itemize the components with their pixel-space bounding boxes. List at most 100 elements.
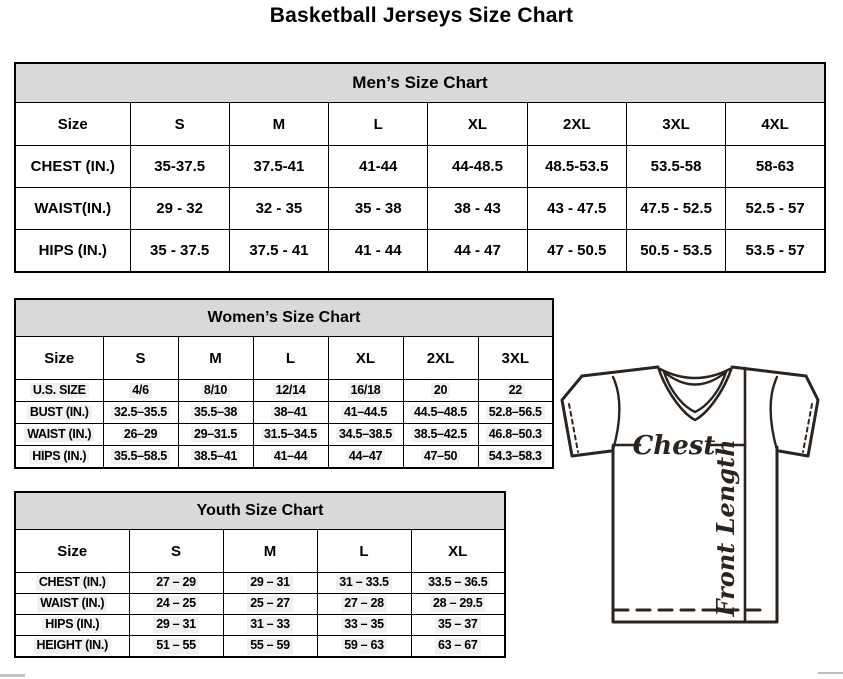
table-row: BUST (IN.) 32.5–35.5 35.5–38 38–41 41–44.5 44… xyxy=(14,401,554,424)
womens-cell-value: 29–31.5 xyxy=(177,423,254,446)
jersey-right-shoulder xyxy=(730,365,808,378)
mens-cell-value: 53.5-58 xyxy=(625,145,727,188)
mens-cell-value: 44-48.5 xyxy=(427,145,528,188)
womens-table: Women’s Size Chart Size S M L XL 2XL 3XL U.S. SI… xyxy=(14,298,554,469)
youth-cell-value: 33.5 – 36.5 xyxy=(410,572,506,594)
page-title: Basketball Jerseys Size Chart xyxy=(269,4,574,27)
table-row: HIPS (IN.) 35.5–58.5 38.5–41 41–44 44–47 47–5… xyxy=(14,445,554,469)
womens-table-title: Women’s Size Chart xyxy=(14,298,554,337)
mens-cell-value: 44 - 47 xyxy=(427,229,528,273)
womens-cell-value: 47–50 xyxy=(402,445,479,469)
youth-cell-value: 29 – 31 xyxy=(222,572,318,594)
womens-cell-value: 44.5–48.5 xyxy=(402,401,479,424)
mens-size-chart-table: Men’s Size Chart Size S M L XL 2XL 3XL 4XL CHEST … xyxy=(14,62,826,273)
jersey-right-armhole-seam xyxy=(769,375,779,452)
youth-cell-value: 25 – 27 xyxy=(222,593,318,615)
jersey-left-sleeve xyxy=(560,374,613,458)
youth-cell-value: 31 – 33 xyxy=(222,614,318,636)
jersey-collar-back-arc-2 xyxy=(662,370,728,386)
mens-cell-value: 50.5 - 53.5 xyxy=(625,229,727,273)
mens-cell-value: 53.5 - 57 xyxy=(725,229,826,273)
youth-cell-value: 31 – 33.5 xyxy=(316,572,412,594)
youth-cell-value: 24 – 25 xyxy=(128,593,224,615)
youth-column-header-xl: XL xyxy=(410,529,506,573)
table-row: WAIST (IN.) 26–29 29–31.5 31.5–34.5 34.5–38.… xyxy=(14,423,554,446)
womens-row-label: BUST (IN.) xyxy=(14,401,104,424)
mens-cell-value: 29 - 32 xyxy=(129,187,230,230)
youth-cell-value: 35 – 37 xyxy=(410,614,506,636)
womens-column-header-l: L xyxy=(252,336,329,380)
chest-label: Chest xyxy=(633,431,716,461)
womens-size-chart-table: Women’s Size Chart Size S M L XL 2XL 3XL U.S. SI… xyxy=(14,298,554,469)
mens-column-header-size: Size xyxy=(14,102,131,146)
table-row: WAIST(IN.) 29 - 32 32 - 35 35 - 38 38 - 43 43… xyxy=(14,187,826,230)
mens-column-header-s: S xyxy=(129,102,230,146)
womens-column-header-2xl: 2XL xyxy=(402,336,479,380)
womens-row-label: HIPS (IN.) xyxy=(14,445,104,469)
mens-cell-value: 35-37.5 xyxy=(129,145,230,188)
youth-cell-value: 29 – 31 xyxy=(128,614,224,636)
youth-row-label: HIPS (IN.) xyxy=(14,614,130,636)
womens-cell-value: 12/14 xyxy=(252,379,329,402)
jersey-body-outline xyxy=(611,445,779,624)
mens-cell-value: 38 - 43 xyxy=(427,187,528,230)
youth-row-label: WAIST (IN.) xyxy=(14,593,130,615)
womens-cell-value: 35.5–58.5 xyxy=(102,445,179,469)
mens-cell-value: 32 - 35 xyxy=(228,187,330,230)
horizontal-scrollbar-fragment-right[interactable] xyxy=(818,672,843,674)
womens-row-label: U.S. SIZE xyxy=(14,379,104,402)
womens-cell-value: 46.8–50.3 xyxy=(477,423,554,446)
mens-column-header-l: L xyxy=(328,102,429,146)
womens-cell-value: 38.5–42.5 xyxy=(402,423,479,446)
womens-cell-value: 22 xyxy=(477,379,554,402)
mens-column-header-xl: XL xyxy=(427,102,528,146)
mens-cell-value: 37.5 - 41 xyxy=(228,229,330,273)
womens-column-header-m: M xyxy=(177,336,254,380)
mens-table: Men’s Size Chart Size S M L XL 2XL 3XL 4XL CHEST … xyxy=(14,62,826,273)
womens-column-header-s: S xyxy=(102,336,179,380)
jersey-collar-inner-v xyxy=(662,370,728,414)
youth-column-header-l: L xyxy=(316,529,412,573)
mens-cell-value: 41-44 xyxy=(328,145,429,188)
mens-column-header-4xl: 4XL xyxy=(725,102,826,146)
womens-cell-value: 52.8–56.5 xyxy=(477,401,554,424)
jersey-left-shoulder xyxy=(580,365,660,378)
womens-column-header-xl: XL xyxy=(327,336,404,380)
womens-cell-value: 31.5–34.5 xyxy=(252,423,329,446)
mens-cell-value: 48.5-53.5 xyxy=(526,145,627,188)
mens-cell-value: 43 - 47.5 xyxy=(526,187,627,230)
jersey-right-cuff-stitch xyxy=(802,403,813,453)
mens-cell-value: 41 - 44 xyxy=(328,229,429,273)
jersey-right-sleeve xyxy=(777,374,820,458)
table-row: CHEST (IN.) 27 – 29 29 – 31 31 – 33.5 33.5 –… xyxy=(14,572,506,594)
womens-cell-value: 20 xyxy=(402,379,479,402)
youth-table: Youth Size Chart Size S M L XL CHEST (IN.) 27 –… xyxy=(14,491,506,658)
jersey-measurement-diagram: Chest Front Length xyxy=(556,360,826,628)
horizontal-scrollbar-fragment-left[interactable] xyxy=(0,674,25,677)
youth-cell-value: 63 – 67 xyxy=(410,635,506,658)
womens-cell-value: 41–44 xyxy=(252,445,329,469)
womens-cell-value: 4/6 xyxy=(102,379,179,402)
womens-cell-value: 35.5–38 xyxy=(177,401,254,424)
youth-column-header-size: Size xyxy=(14,529,130,573)
womens-cell-value: 16/18 xyxy=(327,379,404,402)
jersey-collar-outer-v xyxy=(656,365,734,422)
youth-cell-value: 33 – 35 xyxy=(316,614,412,636)
front-length-label: Front Length xyxy=(711,439,740,617)
youth-table-title: Youth Size Chart xyxy=(14,491,506,530)
jersey-left-armhole-seam xyxy=(611,375,621,452)
womens-cell-value: 8/10 xyxy=(177,379,254,402)
youth-column-header-s: S xyxy=(128,529,224,573)
youth-cell-value: 59 – 63 xyxy=(316,635,412,658)
womens-cell-value: 34.5–38.5 xyxy=(327,423,404,446)
womens-cell-value: 38–41 xyxy=(252,401,329,424)
table-row: U.S. SIZE 4/6 8/10 12/14 16/18 20 22 xyxy=(14,379,554,402)
mens-column-header-m: M xyxy=(228,102,330,146)
womens-cell-value: 26–29 xyxy=(102,423,179,446)
youth-cell-value: 28 – 29.5 xyxy=(410,593,506,615)
youth-row-label: CHEST (IN.) xyxy=(14,572,130,594)
jersey-collar-back-arc-1 xyxy=(658,367,732,380)
table-row: HIPS (IN.) 35 - 37.5 37.5 - 41 41 - 44 44 - … xyxy=(14,229,826,273)
womens-cell-value: 38.5–41 xyxy=(177,445,254,469)
mens-column-header-3xl: 3XL xyxy=(625,102,727,146)
